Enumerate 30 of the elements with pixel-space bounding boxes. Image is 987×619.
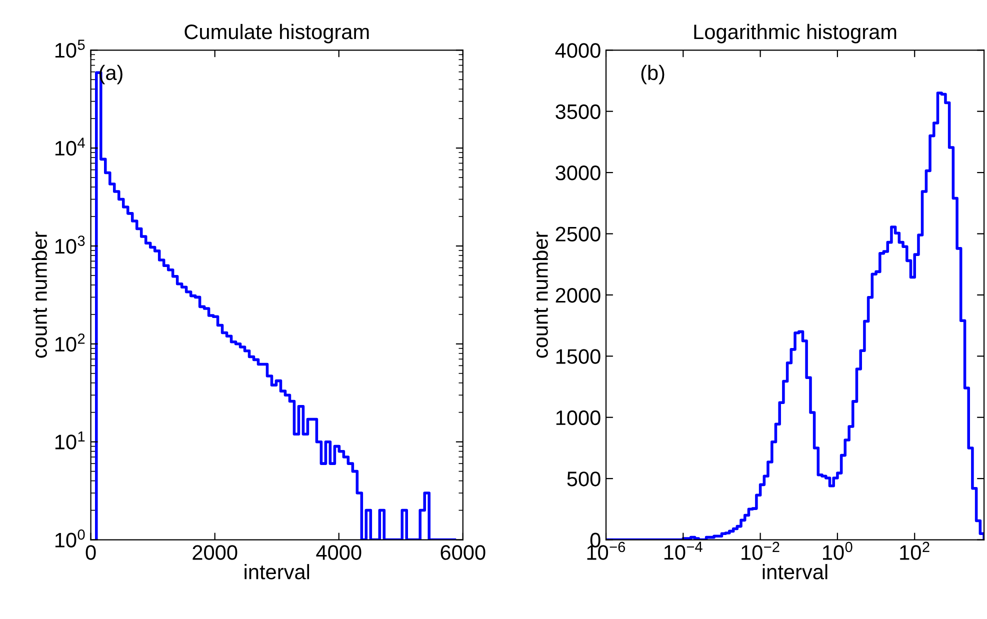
chart-title: Cumulate histogram <box>184 24 369 44</box>
chart-title: Logarithmic histogram <box>694 24 896 44</box>
y-tick-label: 3000 <box>556 166 600 180</box>
x-tick-label: 10$^{2}$ <box>900 542 930 560</box>
x-tick-label: 10$^{−4}$ <box>664 542 702 560</box>
x-tick-label: 4000 <box>316 545 362 560</box>
y-tick-label: 1500 <box>556 349 600 364</box>
x-tick-label: 0 <box>86 545 96 560</box>
y-tick-label: 10$^{5}$ <box>55 40 85 58</box>
x-tick-label: 6000 <box>440 545 486 560</box>
x-axis-title: interval <box>762 564 828 580</box>
x-tick-label: 2000 <box>192 545 238 560</box>
y-tick-label: 2500 <box>556 226 600 242</box>
annotation: (a) <box>100 64 122 84</box>
y-tick-label: 1000 <box>556 410 600 426</box>
y-tick-label: 10$^{3}$ <box>55 236 85 254</box>
annotation: (b) <box>641 64 664 84</box>
y-tick-label: 2000 <box>556 288 600 303</box>
y-axis-title: count number <box>532 232 548 358</box>
y-tick-label: 500 <box>567 472 600 486</box>
y-axis-title: count number <box>32 232 47 358</box>
y-tick-label: 10$^{4}$ <box>55 138 85 156</box>
y-tick-label: 4000 <box>555 43 600 58</box>
y-tick-label: 3500 <box>556 104 600 120</box>
x-tick-label: 10$^{−2}$ <box>742 542 780 560</box>
y-tick-label: 10$^{2}$ <box>55 334 85 352</box>
x-axis-title: interval <box>244 564 310 580</box>
y-tick-label: 10$^{0}$ <box>55 529 85 548</box>
x-tick-label: 10$^{0}$ <box>823 542 852 560</box>
y-tick-label: 10$^{1}$ <box>55 431 85 450</box>
